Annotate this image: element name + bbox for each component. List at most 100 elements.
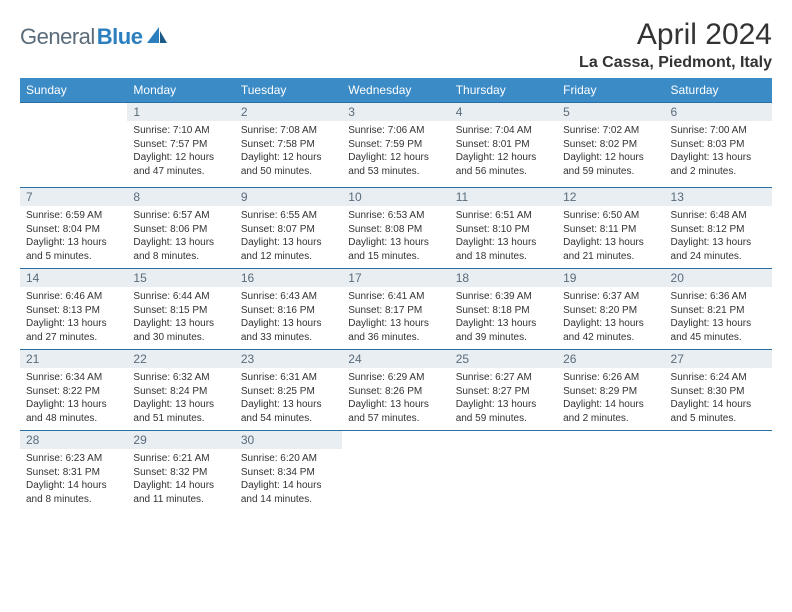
day-cell: 4Sunrise: 7:04 AMSunset: 8:01 PMDaylight… xyxy=(450,103,557,188)
empty-day xyxy=(665,431,772,515)
sunrise-text: Sunrise: 6:32 AM xyxy=(133,371,228,385)
day-number: 12 xyxy=(557,188,664,206)
day-cell: 14Sunrise: 6:46 AMSunset: 8:13 PMDayligh… xyxy=(20,269,127,350)
day-number: 7 xyxy=(20,188,127,206)
daylight-text: Daylight: 13 hours and 42 minutes. xyxy=(563,317,658,344)
sunset-text: Sunset: 8:26 PM xyxy=(348,385,443,399)
day-number: 1 xyxy=(127,103,234,121)
sunset-text: Sunset: 8:02 PM xyxy=(563,138,658,152)
sunset-text: Sunset: 8:04 PM xyxy=(26,223,121,237)
daylight-text: Daylight: 14 hours and 5 minutes. xyxy=(671,398,766,425)
daylight-text: Daylight: 13 hours and 27 minutes. xyxy=(26,317,121,344)
sunset-text: Sunset: 8:03 PM xyxy=(671,138,766,152)
calendar-page: GeneralBlue April 2024 La Cassa, Piedmon… xyxy=(0,0,792,515)
sunset-text: Sunset: 7:58 PM xyxy=(241,138,336,152)
daylight-text: Daylight: 13 hours and 36 minutes. xyxy=(348,317,443,344)
daylight-text: Daylight: 12 hours and 53 minutes. xyxy=(348,151,443,178)
day-details: Sunrise: 6:57 AMSunset: 8:06 PMDaylight:… xyxy=(127,206,234,268)
day-number: 29 xyxy=(127,431,234,449)
day-number: 20 xyxy=(665,269,772,287)
day-details: Sunrise: 6:48 AMSunset: 8:12 PMDaylight:… xyxy=(665,206,772,268)
day-details: Sunrise: 7:04 AMSunset: 8:01 PMDaylight:… xyxy=(450,121,557,183)
day-number: 2 xyxy=(235,103,342,121)
day-number: 13 xyxy=(665,188,772,206)
daylight-text: Daylight: 12 hours and 50 minutes. xyxy=(241,151,336,178)
day-cell: 29Sunrise: 6:21 AMSunset: 8:32 PMDayligh… xyxy=(127,431,234,516)
day-details: Sunrise: 6:21 AMSunset: 8:32 PMDaylight:… xyxy=(127,449,234,511)
day-details: Sunrise: 7:02 AMSunset: 8:02 PMDaylight:… xyxy=(557,121,664,183)
day-details: Sunrise: 6:51 AMSunset: 8:10 PMDaylight:… xyxy=(450,206,557,268)
day-number: 3 xyxy=(342,103,449,121)
day-number: 17 xyxy=(342,269,449,287)
day-cell: 9Sunrise: 6:55 AMSunset: 8:07 PMDaylight… xyxy=(235,188,342,269)
sunrise-text: Sunrise: 6:53 AM xyxy=(348,209,443,223)
daylight-text: Daylight: 13 hours and 45 minutes. xyxy=(671,317,766,344)
logo: GeneralBlue xyxy=(20,18,169,50)
day-cell: 15Sunrise: 6:44 AMSunset: 8:15 PMDayligh… xyxy=(127,269,234,350)
sunset-text: Sunset: 8:29 PM xyxy=(563,385,658,399)
week-row: 7 Sunrise: 6:59 AMSunset: 8:04 PM Daylight… xyxy=(20,188,772,269)
day-cell: 28Sunrise: 6:23 AMSunset: 8:31 PMDayligh… xyxy=(20,431,127,516)
daylight-text: Daylight: 13 hours and 24 minutes. xyxy=(671,236,766,263)
day-number: 8 xyxy=(127,188,234,206)
day-number: 23 xyxy=(235,350,342,368)
day-header: Wednesday xyxy=(342,78,449,103)
sunset-text: Sunset: 8:30 PM xyxy=(671,385,766,399)
day-header: Monday xyxy=(127,78,234,103)
day-details: Sunrise: 6:23 AMSunset: 8:31 PMDaylight:… xyxy=(20,449,127,511)
sunrise-text: Sunrise: 6:31 AM xyxy=(241,371,336,385)
day-header: Sunday xyxy=(20,78,127,103)
day-details: Sunrise: 6:43 AMSunset: 8:16 PMDaylight:… xyxy=(235,287,342,349)
daylight-text: Daylight: 14 hours and 2 minutes. xyxy=(563,398,658,425)
day-cell: 5Sunrise: 7:02 AMSunset: 8:02 PMDaylight… xyxy=(557,103,664,188)
day-number: 6 xyxy=(665,103,772,121)
day-cell: 22Sunrise: 6:32 AMSunset: 8:24 PMDayligh… xyxy=(127,350,234,431)
day-cell: 1Sunrise: 7:10 AMSunset: 7:57 PMDaylight… xyxy=(127,103,234,188)
day-cell: 27Sunrise: 6:24 AMSunset: 8:30 PMDayligh… xyxy=(665,350,772,431)
logo-text-gray: General xyxy=(20,24,95,50)
sunrise-text: Sunrise: 7:00 AM xyxy=(671,124,766,138)
day-details: Sunrise: 6:39 AMSunset: 8:18 PMDaylight:… xyxy=(450,287,557,349)
day-cell: 18Sunrise: 6:39 AMSunset: 8:18 PMDayligh… xyxy=(450,269,557,350)
day-details: Sunrise: 6:31 AMSunset: 8:25 PMDaylight:… xyxy=(235,368,342,430)
day-cell: 8Sunrise: 6:57 AMSunset: 8:06 PMDaylight… xyxy=(127,188,234,269)
day-cell: 17Sunrise: 6:41 AMSunset: 8:17 PMDayligh… xyxy=(342,269,449,350)
daylight-text: Daylight: 12 hours and 59 minutes. xyxy=(563,151,658,178)
day-cell: 23Sunrise: 6:31 AMSunset: 8:25 PMDayligh… xyxy=(235,350,342,431)
sunrise-text: Sunrise: 6:34 AM xyxy=(26,371,121,385)
sunset-text: Sunset: 8:32 PM xyxy=(133,466,228,480)
day-number: 9 xyxy=(235,188,342,206)
day-details: Sunrise: 6:50 AMSunset: 8:11 PMDaylight:… xyxy=(557,206,664,268)
empty-day xyxy=(20,103,127,187)
day-cell: 7Sunrise: 6:59 AMSunset: 8:04 PMDaylight… xyxy=(20,188,127,269)
sunrise-text: Sunrise: 6:59 AM xyxy=(26,209,121,223)
calendar-body: 1Sunrise: 7:10 AMSunset: 7:57 PMDaylight… xyxy=(20,103,772,516)
sunrise-text: Sunrise: 6:43 AM xyxy=(241,290,336,304)
day-cell: 16Sunrise: 6:43 AMSunset: 8:16 PMDayligh… xyxy=(235,269,342,350)
day-cell: 21Sunrise: 6:34 AMSunset: 8:22 PMDayligh… xyxy=(20,350,127,431)
sunrise-text: Sunrise: 7:10 AM xyxy=(133,124,228,138)
empty-day xyxy=(557,431,664,515)
location: La Cassa, Piedmont, Italy xyxy=(579,54,772,72)
sunset-text: Sunset: 8:27 PM xyxy=(456,385,551,399)
day-details: Sunrise: 6:26 AMSunset: 8:29 PMDaylight:… xyxy=(557,368,664,430)
day-details: Sunrise: 6:37 AMSunset: 8:20 PMDaylight:… xyxy=(557,287,664,349)
day-number: 15 xyxy=(127,269,234,287)
day-number: 16 xyxy=(235,269,342,287)
day-cell: 11Sunrise: 6:51 AMSunset: 8:10 PMDayligh… xyxy=(450,188,557,269)
daylight-text: Daylight: 13 hours and 8 minutes. xyxy=(133,236,228,263)
sunrise-text: Sunrise: 7:02 AM xyxy=(563,124,658,138)
daylight-text: Daylight: 13 hours and 18 minutes. xyxy=(456,236,551,263)
day-cell: 2Sunrise: 7:08 AMSunset: 7:58 PMDaylight… xyxy=(235,103,342,188)
day-cell xyxy=(342,431,449,516)
sunrise-text: Sunrise: 6:24 AM xyxy=(671,371,766,385)
sunset-text: Sunset: 8:10 PM xyxy=(456,223,551,237)
day-cell xyxy=(450,431,557,516)
sunset-text: Sunset: 8:13 PM xyxy=(26,304,121,318)
day-number: 24 xyxy=(342,350,449,368)
daylight-text: Daylight: 13 hours and 30 minutes. xyxy=(133,317,228,344)
day-cell: 20Sunrise: 6:36 AMSunset: 8:21 PMDayligh… xyxy=(665,269,772,350)
sunrise-text: Sunrise: 6:44 AM xyxy=(133,290,228,304)
day-header: Saturday xyxy=(665,78,772,103)
week-row: 28Sunrise: 6:23 AMSunset: 8:31 PMDayligh… xyxy=(20,431,772,516)
